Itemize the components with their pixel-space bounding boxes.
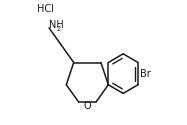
Text: NH: NH [49, 20, 64, 30]
Text: Br: Br [140, 69, 151, 79]
Text: 2: 2 [57, 26, 61, 32]
Text: O: O [84, 101, 91, 111]
Text: HCl: HCl [37, 4, 53, 14]
